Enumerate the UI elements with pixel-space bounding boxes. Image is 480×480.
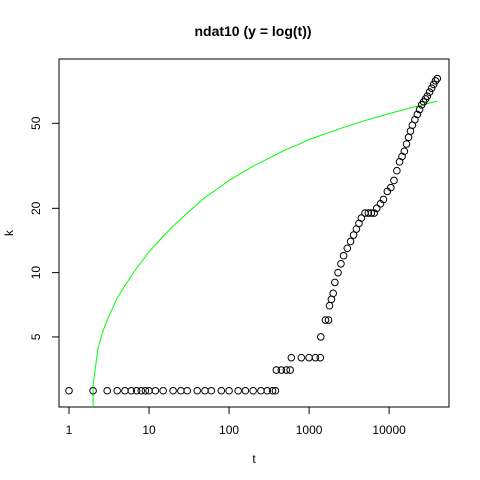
data-point: [372, 204, 381, 213]
data-point: [272, 366, 281, 374]
data-point: [404, 133, 413, 142]
data-point: [402, 140, 411, 148]
y-tick-label: 20: [29, 201, 43, 215]
data-point: [234, 386, 242, 395]
data-point: [271, 386, 280, 395]
data-point: [337, 259, 345, 268]
data-point: [177, 386, 185, 395]
data-point: [297, 353, 306, 362]
data-point: [325, 301, 334, 310]
y-tick-label: 10: [29, 266, 43, 280]
y-tick-label: 50: [29, 116, 43, 130]
data-point: [225, 386, 233, 395]
x-tick-label: 10: [142, 423, 156, 437]
data-point: [316, 333, 325, 341]
y-axis-label: k: [2, 229, 16, 236]
data-point: [387, 183, 395, 192]
y-tick-label: 5: [29, 333, 43, 340]
data-point: [433, 74, 442, 83]
data-point: [121, 386, 129, 395]
data-point: [183, 386, 192, 395]
data-point: [367, 209, 376, 217]
data-point: [305, 353, 313, 362]
data-point: [113, 386, 121, 395]
log-curve: [92, 100, 438, 407]
data-point: [169, 386, 177, 395]
data-point: [357, 214, 366, 222]
data-point: [217, 386, 226, 395]
data-point: [364, 209, 373, 217]
data-point: [193, 386, 202, 395]
data-point: [257, 386, 265, 395]
data-points: [65, 74, 442, 395]
data-point: [429, 80, 438, 89]
data-point: [159, 386, 167, 395]
x-tick-label: 1: [66, 423, 73, 437]
data-point: [141, 386, 150, 395]
data-point: [331, 278, 339, 287]
data-point: [415, 105, 424, 114]
data-point: [393, 166, 401, 175]
chart-title: ndat10 (y = log(t)): [194, 23, 311, 39]
data-point: [282, 366, 291, 374]
data-point: [431, 77, 440, 85]
plot-frame: [58, 58, 450, 408]
data-point: [263, 386, 272, 395]
x-tick-label: 100: [219, 423, 239, 437]
data-point: [137, 386, 146, 395]
data-point: [349, 231, 358, 239]
y-axis: 5 10 20 50: [29, 116, 60, 340]
data-point: [321, 316, 330, 324]
data-point: [286, 366, 294, 374]
data-point: [413, 110, 422, 119]
data-point: [427, 84, 436, 92]
data-point: [103, 386, 111, 395]
data-point: [151, 386, 160, 395]
data-point: [241, 386, 250, 395]
x-tick-label: 1000: [296, 423, 323, 437]
data-point: [423, 92, 432, 100]
data-point: [334, 268, 342, 277]
data-point: [316, 353, 325, 362]
data-point: [346, 237, 355, 246]
data-point: [398, 152, 406, 161]
data-point: [201, 386, 209, 395]
data-point: [249, 386, 257, 395]
x-tick-label: 10000: [372, 423, 406, 437]
data-point: [207, 386, 216, 395]
data-point: [65, 386, 73, 395]
data-point: [339, 251, 348, 260]
data-point: [379, 195, 388, 204]
data-point: [324, 316, 333, 324]
data-point: [390, 176, 398, 185]
data-point: [311, 353, 320, 362]
data-point: [343, 244, 352, 253]
data-point: [277, 366, 286, 374]
data-point: [425, 88, 434, 96]
data-point: [400, 147, 409, 156]
data-point: [132, 386, 141, 395]
data-point: [268, 386, 277, 395]
log-curve-line: [92, 100, 438, 407]
data-point: [287, 353, 296, 362]
x-axis-label: t: [252, 452, 256, 466]
data-point: [89, 386, 97, 395]
x-axis: 1 10 100 1000 10000: [66, 406, 406, 437]
data-point: [127, 386, 136, 395]
data-point: [329, 289, 337, 298]
